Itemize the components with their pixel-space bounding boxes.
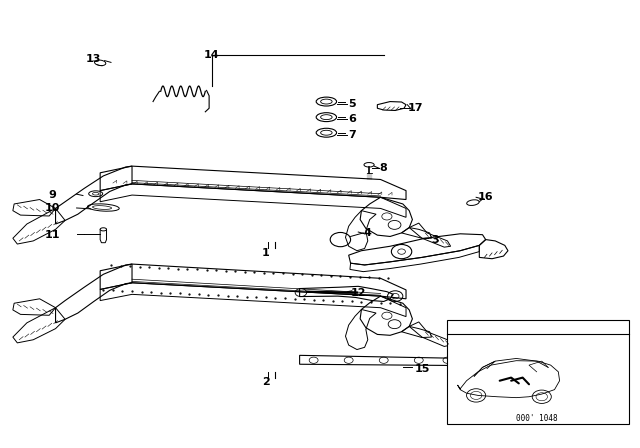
Text: 8: 8: [380, 164, 388, 173]
Text: 4: 4: [364, 228, 372, 238]
Text: 11: 11: [45, 230, 60, 240]
Text: 17: 17: [408, 103, 423, 113]
Text: 1: 1: [262, 248, 269, 258]
Polygon shape: [100, 229, 106, 243]
Text: 16: 16: [478, 192, 493, 202]
Ellipse shape: [100, 228, 106, 231]
Text: 7: 7: [348, 130, 356, 140]
Text: 9: 9: [49, 190, 56, 200]
Text: 5: 5: [348, 99, 356, 109]
Circle shape: [467, 389, 486, 402]
Text: 2: 2: [262, 377, 269, 387]
Text: 15: 15: [414, 364, 429, 374]
Text: 6: 6: [348, 114, 356, 125]
Text: 000' 1048: 000' 1048: [516, 414, 557, 423]
Bar: [447, 320, 629, 424]
Text: 13: 13: [86, 54, 102, 64]
Circle shape: [532, 390, 551, 404]
Text: 12: 12: [351, 288, 366, 298]
Text: 10: 10: [45, 203, 60, 213]
Text: 14: 14: [204, 50, 220, 60]
Text: 3: 3: [431, 235, 438, 245]
